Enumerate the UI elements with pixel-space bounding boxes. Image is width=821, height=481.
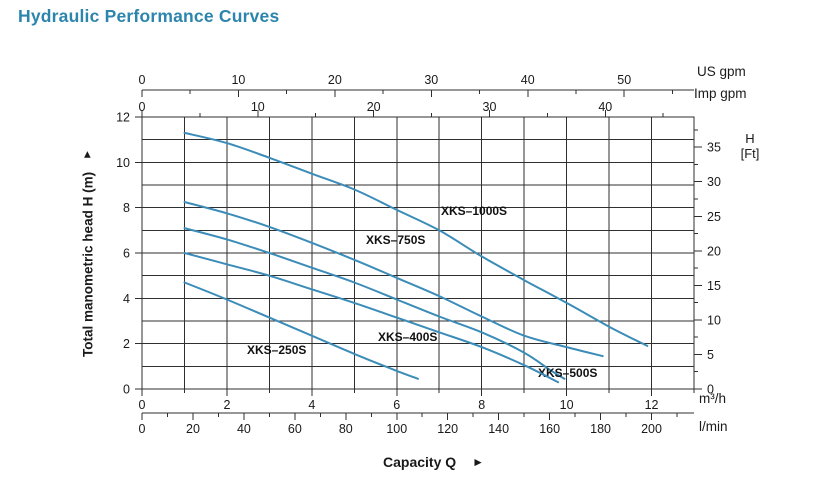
us-gpm-tick-label: 30	[424, 73, 438, 87]
head-ft-tick-label: 20	[707, 244, 721, 258]
lmin-tick-label: 40	[237, 422, 251, 436]
m3h-tick-label: 8	[478, 398, 485, 412]
curve-label-XKS–250S: XKS–250S	[247, 343, 306, 357]
x-axis-label: Capacity Q ►	[383, 454, 484, 470]
head-ft-tick-label: 25	[707, 210, 721, 224]
head-ft-tick-label: 5	[707, 348, 714, 362]
imp-gpm-tick-label: 30	[483, 100, 497, 114]
lmin-tick-label: 180	[590, 422, 611, 436]
curve-XKS–750S	[183, 201, 604, 358]
head-m-tick-label: 12	[116, 111, 130, 125]
lmin-tick-label: 80	[339, 422, 353, 436]
ft-axis-unit-label: H [Ft]	[731, 131, 769, 161]
m3h-unit-label: m³/h	[699, 391, 726, 406]
lmin-tick-label: 200	[641, 422, 662, 436]
lmin-tick-label: 100	[386, 422, 407, 436]
head-m-tick-label: 8	[123, 201, 130, 215]
m3h-tick-label: 10	[560, 398, 574, 412]
curve-label-XKS–400S: XKS–400S	[378, 330, 437, 344]
curve-XKS–1000S	[183, 131, 649, 347]
m3h-tick-label: 0	[139, 398, 146, 412]
curve-label-XKS–750S: XKS–750S	[366, 233, 425, 247]
head-m-tick-label: 2	[123, 337, 130, 351]
right-arrow-icon: ►	[472, 455, 485, 469]
curve-label-XKS–500S: XKS–500S	[538, 366, 597, 380]
head-m-tick-label: 4	[123, 292, 130, 306]
lmin-tick-label: 20	[186, 422, 200, 436]
us-gpm-tick-label: 10	[231, 73, 245, 87]
head-m-tick-label: 10	[116, 156, 130, 170]
page-title: Hydraulic Performance Curves	[18, 6, 280, 26]
lmin-tick-label: 120	[437, 422, 458, 436]
curve-label-XKS–1000S: XKS–1000S	[441, 204, 507, 218]
m3h-tick-label: 2	[223, 398, 230, 412]
imp-gpm-unit-label: Imp gpm	[694, 86, 747, 101]
head-ft-tick-label: 30	[707, 175, 721, 189]
curve-XKS–500S	[183, 227, 566, 380]
imp-gpm-tick-label: 20	[367, 100, 381, 114]
lmin-tick-label: 140	[488, 422, 509, 436]
curve-XKS–400S	[183, 252, 560, 384]
us-gpm-tick-label: 20	[328, 73, 342, 87]
m3h-tick-label: 12	[645, 398, 659, 412]
us-gpm-tick-label: 50	[617, 73, 631, 87]
y-axis-label-text: Total manometric head H (m)	[80, 171, 96, 357]
head-ft-tick-label: 35	[707, 141, 721, 155]
m3h-tick-label: 6	[393, 398, 400, 412]
up-arrow-icon: ►	[81, 149, 94, 160]
lmin-tick-label: 60	[288, 422, 302, 436]
y-axis-label: Total manometric head H (m) ►	[81, 149, 96, 357]
imp-gpm-tick-label: 0	[139, 100, 146, 114]
us-gpm-tick-label: 40	[521, 73, 535, 87]
us-gpm-unit-label: US gpm	[697, 64, 746, 79]
head-ft-tick-label: 0	[707, 383, 714, 397]
curve-XKS–250S	[183, 281, 419, 380]
x-axis-label-text: Capacity Q	[383, 454, 457, 470]
head-ft-tick-label: 10	[707, 313, 721, 327]
head-m-tick-label: 6	[123, 247, 130, 261]
lmin-unit-label: l/min	[699, 419, 728, 434]
us-gpm-tick-label: 0	[139, 73, 146, 87]
imp-gpm-tick-label: 10	[251, 100, 265, 114]
head-ft-tick-label: 15	[707, 279, 721, 293]
ft-unit-line2: [Ft]	[740, 146, 760, 161]
head-m-tick-label: 0	[123, 383, 130, 397]
imp-gpm-tick-label: 40	[598, 100, 612, 114]
m3h-tick-label: 4	[308, 398, 315, 412]
lmin-tick-label: 160	[539, 422, 560, 436]
ft-unit-line1: H	[745, 131, 755, 146]
lmin-tick-label: 0	[139, 422, 146, 436]
